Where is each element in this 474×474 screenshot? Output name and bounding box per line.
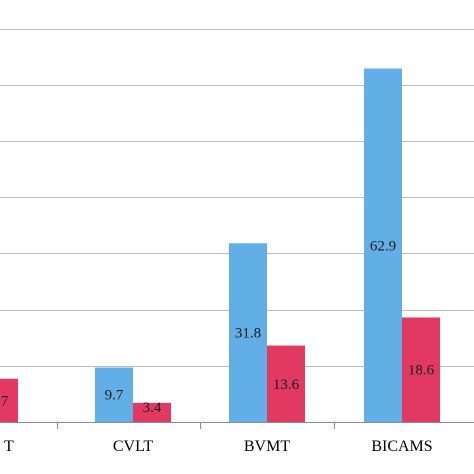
data-label: 9.7 bbox=[105, 388, 124, 404]
bar bbox=[0, 378, 18, 422]
data-label: 3.4 bbox=[143, 400, 162, 416]
data-label: 62.9 bbox=[370, 238, 396, 254]
bar bbox=[133, 402, 171, 422]
bar bbox=[364, 68, 402, 422]
x-tick-labels: T CVLT BVMT BICAMS bbox=[4, 438, 433, 455]
bar bbox=[267, 345, 305, 422]
data-label: 18.6 bbox=[408, 363, 435, 379]
bars bbox=[0, 68, 440, 422]
data-label: 31.8 bbox=[235, 326, 261, 342]
x-axis bbox=[0, 422, 474, 429]
x-tick-label: BVMT bbox=[244, 438, 290, 455]
bar bbox=[229, 243, 267, 422]
x-tick-label: T bbox=[4, 438, 14, 455]
x-tick-label: CVLT bbox=[113, 438, 154, 455]
data-label: 13.6 bbox=[273, 377, 300, 393]
data-labels: 9.7 31.8 62.9 7.7 3.4 13.6 18.6 bbox=[0, 238, 435, 416]
bar bbox=[402, 317, 440, 422]
x-tick-label: BICAMS bbox=[371, 438, 432, 455]
data-label: 7.7 bbox=[0, 393, 9, 409]
bar bbox=[95, 367, 133, 422]
